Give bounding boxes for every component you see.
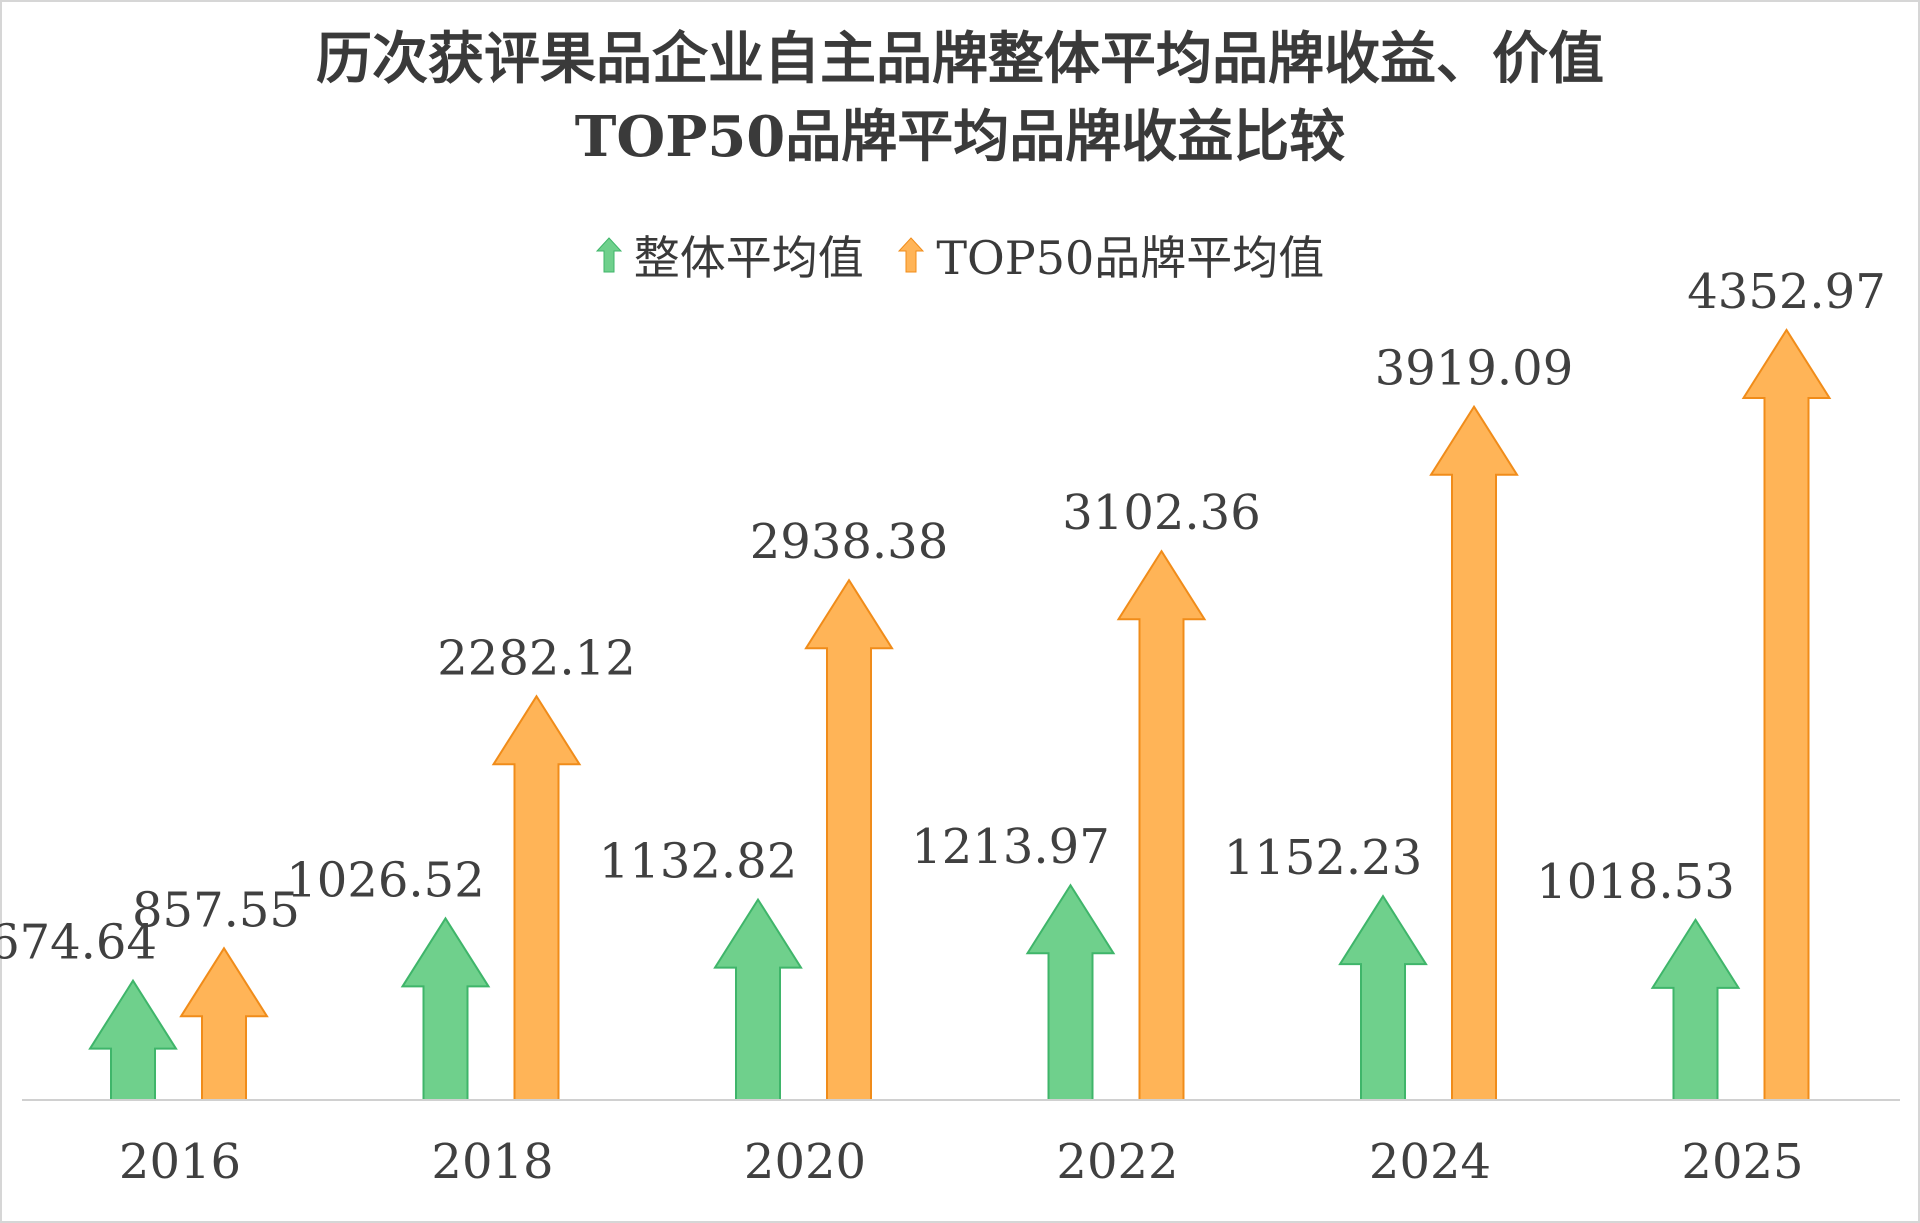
data-label-overall-2016: 674.64 — [0, 915, 157, 971]
legend-label-overall: 整体平均值 — [633, 231, 864, 285]
arrow-bar-top50-2016 — [179, 946, 269, 1101]
x-tick-label-2024: 2024 — [1369, 1134, 1491, 1190]
x-tick-label-2016: 2016 — [119, 1134, 241, 1190]
arrow-bars — [88, 328, 1832, 1101]
data-label-overall-2018: 1026.52 — [286, 852, 485, 908]
legend-item-overall: 整体平均值 — [595, 222, 864, 288]
chart-title-line-1: 历次获评果品企业自主品牌整体平均品牌收益、价值 — [316, 26, 1604, 92]
data-label-top50-2024: 3919.09 — [1375, 341, 1574, 397]
x-axis-ticks: 2016 2018 2020 2022 2024 2025 — [119, 1134, 1804, 1190]
arrow-bar-top50-2018 — [491, 694, 582, 1101]
data-label-overall-2025: 1018.53 — [1536, 854, 1735, 910]
arrow-bar-overall-2024 — [1338, 894, 1428, 1101]
green-arrow-icon — [595, 237, 622, 273]
x-tick-label-2022: 2022 — [1056, 1134, 1178, 1190]
data-label-top50-2020: 2938.38 — [750, 514, 949, 570]
data-label-top50-2018: 2282.12 — [437, 630, 636, 686]
x-tick-label-2018: 2018 — [431, 1134, 553, 1190]
x-tick-label-2020: 2020 — [744, 1134, 866, 1190]
legend-item-top50: TOP50品牌平均值 — [898, 222, 1324, 288]
arrow-bar-overall-2016 — [88, 978, 178, 1101]
chart-title: 历次获评果品企业自主品牌整体平均品牌收益、价值 TOP50品牌平均品牌收益比较 — [0, 20, 1920, 176]
data-label-top50-2025: 4352.97 — [1687, 264, 1886, 320]
arrow-bar-overall-2025 — [1650, 917, 1741, 1101]
arrow-bar-overall-2020 — [713, 897, 803, 1101]
data-label-overall-2022: 1213.97 — [911, 819, 1110, 875]
data-label-overall-2020: 1132.82 — [599, 834, 798, 890]
arrow-bar-overall-2018 — [400, 916, 491, 1101]
legend: 整体平均值 TOP50品牌平均值 — [0, 222, 1920, 288]
data-label-top50-2022: 3102.36 — [1062, 485, 1261, 541]
arrow-bar-top50-2025 — [1741, 328, 1832, 1101]
chart-title-line-2: TOP50品牌平均品牌收益比较 — [574, 104, 1346, 170]
x-tick-label-2025: 2025 — [1681, 1134, 1803, 1190]
arrow-bar-overall-2022 — [1025, 883, 1116, 1101]
arrow-bar-top50-2022 — [1116, 549, 1207, 1101]
data-label-overall-2024: 1152.23 — [1224, 830, 1423, 886]
legend-label-top50: TOP50品牌平均值 — [936, 231, 1325, 285]
orange-arrow-icon — [898, 237, 925, 273]
arrow-bar-top50-2020 — [804, 578, 894, 1101]
data-label-top50-2016: 857.55 — [132, 882, 300, 938]
arrow-bar-top50-2024 — [1429, 404, 1519, 1101]
